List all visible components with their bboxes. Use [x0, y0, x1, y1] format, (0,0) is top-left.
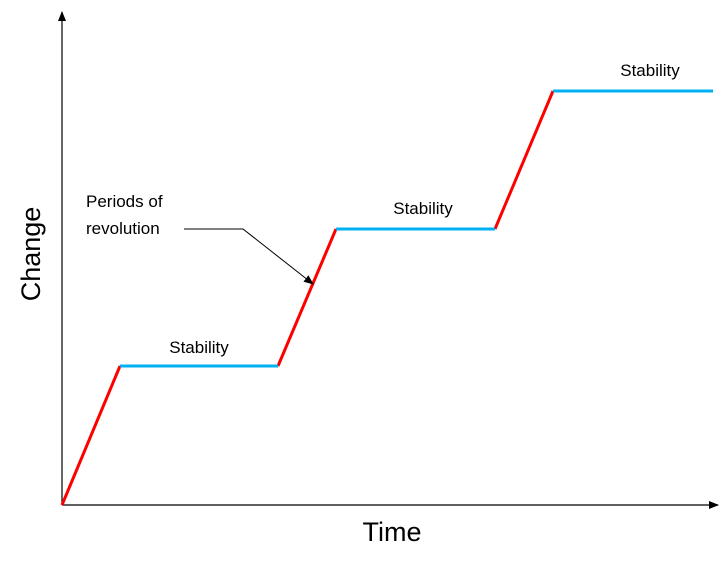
annotation-arrow — [184, 228, 314, 285]
stability-label-3: Stability — [620, 61, 680, 80]
revolution-segment-1 — [60, 365, 122, 506]
annotation-line-1: Periods of — [86, 192, 163, 211]
annotation-line-2: revolution — [86, 219, 160, 238]
stability-label-1: Stability — [169, 338, 229, 357]
y-axis-title: Change — [16, 207, 46, 302]
revolution-segment-3 — [493, 90, 555, 230]
stability-label-2: Stability — [393, 199, 453, 218]
revolution-segment-2 — [276, 228, 338, 367]
x-axis-title: Time — [363, 517, 422, 547]
